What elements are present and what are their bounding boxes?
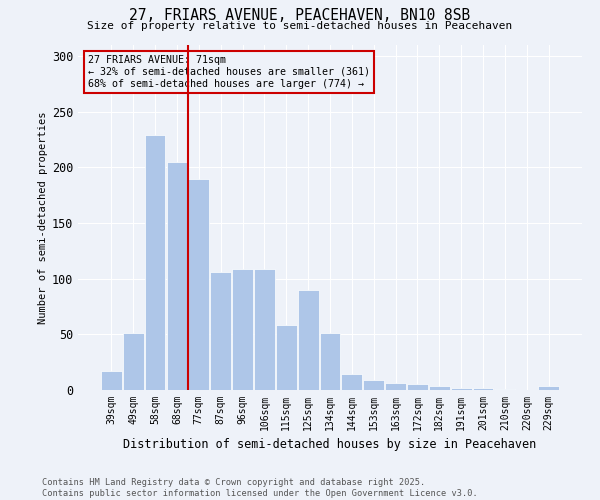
Bar (145, 135, 166, 390)
Bar (167, 162, 187, 390)
Bar (341, 374, 362, 390)
Bar (276, 326, 296, 390)
Bar (320, 333, 340, 390)
Bar (429, 386, 450, 390)
Bar (298, 290, 319, 390)
Bar (123, 333, 143, 390)
Text: 27, FRIARS AVENUE, PEACEHAVEN, BN10 8SB: 27, FRIARS AVENUE, PEACEHAVEN, BN10 8SB (130, 8, 470, 22)
Bar (451, 388, 472, 390)
Y-axis label: Number of semi-detached properties: Number of semi-detached properties (38, 112, 47, 324)
X-axis label: Distribution of semi-detached houses by size in Peacehaven: Distribution of semi-detached houses by … (124, 438, 536, 452)
Bar (385, 384, 406, 390)
Bar (494, 389, 515, 390)
Text: 27 FRIARS AVENUE: 71sqm
← 32% of semi-detached houses are smaller (361)
68% of s: 27 FRIARS AVENUE: 71sqm ← 32% of semi-de… (88, 56, 370, 88)
Bar (538, 386, 559, 390)
Text: Size of property relative to semi-detached houses in Peacehaven: Size of property relative to semi-detach… (88, 21, 512, 31)
Bar (364, 380, 384, 390)
Bar (232, 268, 253, 390)
Bar (210, 272, 231, 390)
Bar (407, 384, 428, 390)
Text: Contains HM Land Registry data © Crown copyright and database right 2025.
Contai: Contains HM Land Registry data © Crown c… (42, 478, 478, 498)
Bar (473, 388, 493, 390)
Bar (101, 371, 122, 390)
Bar (188, 178, 209, 390)
Bar (254, 268, 275, 390)
